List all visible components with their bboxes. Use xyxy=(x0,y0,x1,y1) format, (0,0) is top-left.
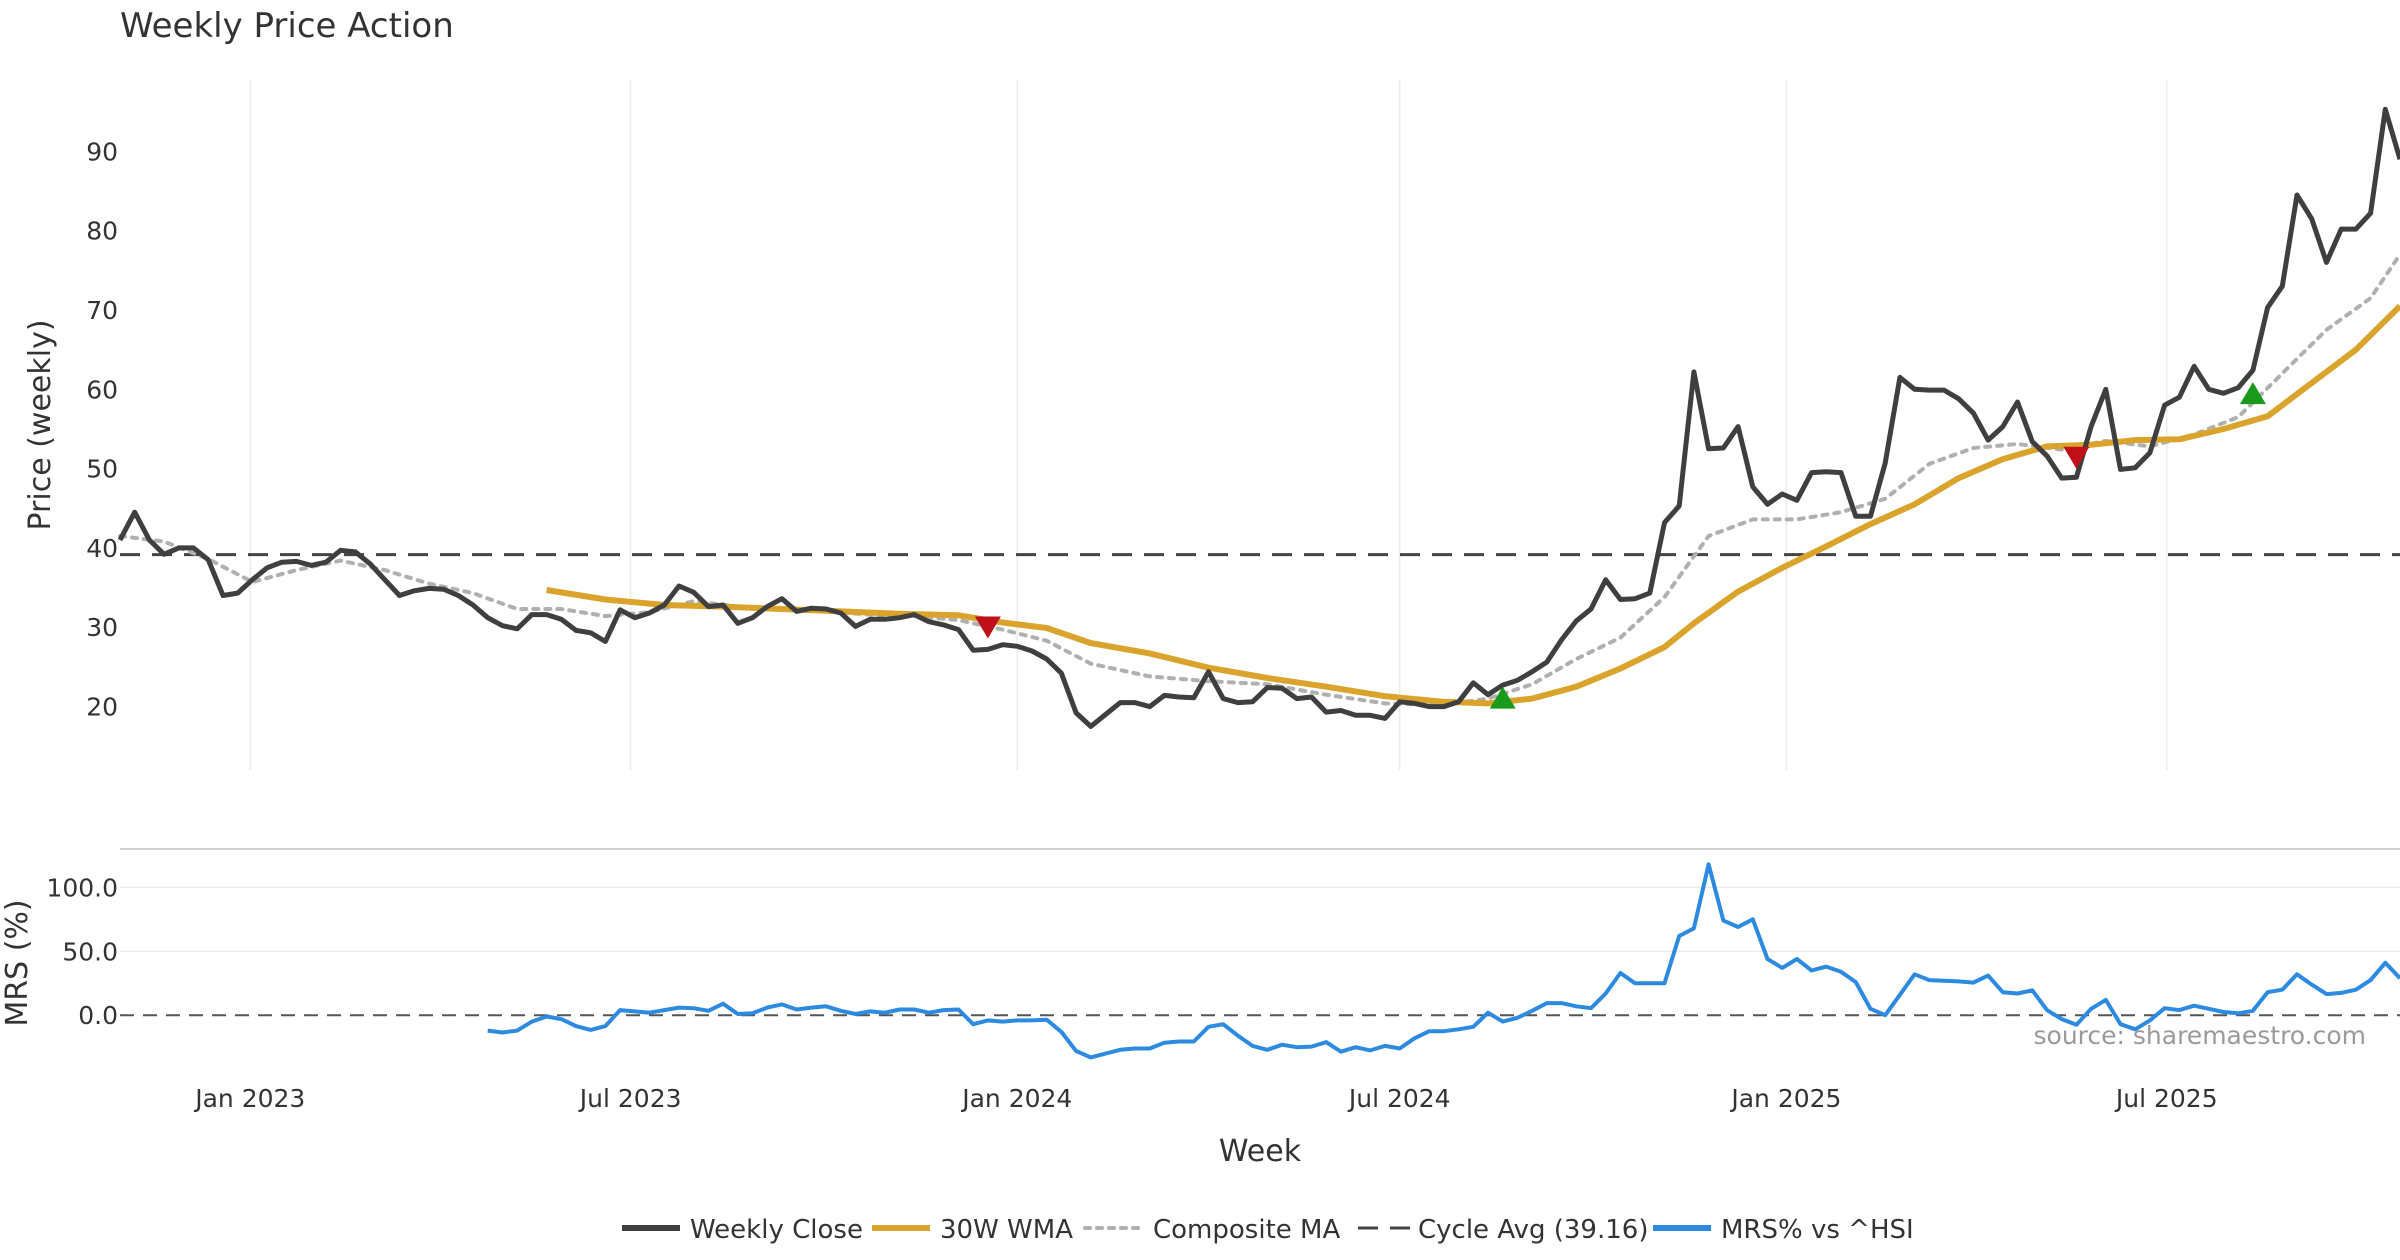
x-tick-label: Jan 2023 xyxy=(193,1084,305,1113)
price-y-tick: 30 xyxy=(86,613,118,642)
mrs-y-tick: 50.0 xyxy=(62,937,118,966)
wma-line xyxy=(546,303,2400,707)
price-y-tick: 60 xyxy=(86,375,118,404)
legend-mrs: MRS% vs ^HSI xyxy=(1721,1215,1914,1245)
price-grid xyxy=(249,80,2168,770)
sell-signal-marker xyxy=(2063,446,2090,469)
x-axis: Jan 2023 Jul 2023 Jan 2024 Jul 2024 Jan 2025… xyxy=(193,1084,2217,1113)
x-axis-label: Week xyxy=(1219,1134,1302,1169)
price-y-axis: 20 30 40 50 60 70 80 90 xyxy=(86,137,118,721)
x-tick-label: Jan 2025 xyxy=(1729,1084,1841,1113)
x-tick-label: Jul 2024 xyxy=(1347,1084,1451,1113)
legend-cycle: Cycle Avg (39.16) xyxy=(1418,1215,1648,1245)
composite-ma-line xyxy=(118,252,2400,708)
mrs-line xyxy=(487,862,2400,1060)
mrs-y-tick: 0.0 xyxy=(78,1001,118,1030)
price-y-tick: 20 xyxy=(86,693,118,722)
legend: Weekly Close 30W WMA Composite MA Cycle … xyxy=(622,1215,1914,1245)
mrs-grid xyxy=(120,886,2400,953)
x-tick-label: Jul 2023 xyxy=(578,1084,682,1113)
price-y-tick: 70 xyxy=(86,296,118,325)
legend-composite: Composite MA xyxy=(1153,1215,1340,1245)
chart-title: Weekly Price Action xyxy=(120,6,454,46)
source-label: source: sharemaestro.com xyxy=(2034,1021,2367,1050)
legend-wma: 30W WMA xyxy=(940,1215,1073,1245)
buy-signal-marker xyxy=(1489,686,1516,709)
legend-close: Weekly Close xyxy=(690,1215,863,1245)
price-y-tick: 80 xyxy=(86,217,118,246)
signal-markers xyxy=(974,382,2266,709)
price-y-tick: 90 xyxy=(86,137,118,166)
x-tick-label: Jul 2025 xyxy=(2114,1084,2218,1113)
price-y-axis-label: Price (weekly) xyxy=(23,319,58,530)
mrs-y-axis-label: MRS (%) xyxy=(0,899,35,1026)
x-tick-label: Jan 2024 xyxy=(960,1084,1072,1113)
sell-signal-marker xyxy=(974,616,1001,639)
weekly-close-line xyxy=(117,106,2400,729)
buy-signal-marker xyxy=(2239,382,2266,405)
mrs-y-tick: 100.0 xyxy=(46,873,118,902)
price-y-tick: 40 xyxy=(86,534,118,563)
mrs-y-axis: 0.0 50.0 100.0 xyxy=(46,873,118,1030)
price-y-tick: 50 xyxy=(86,455,118,484)
